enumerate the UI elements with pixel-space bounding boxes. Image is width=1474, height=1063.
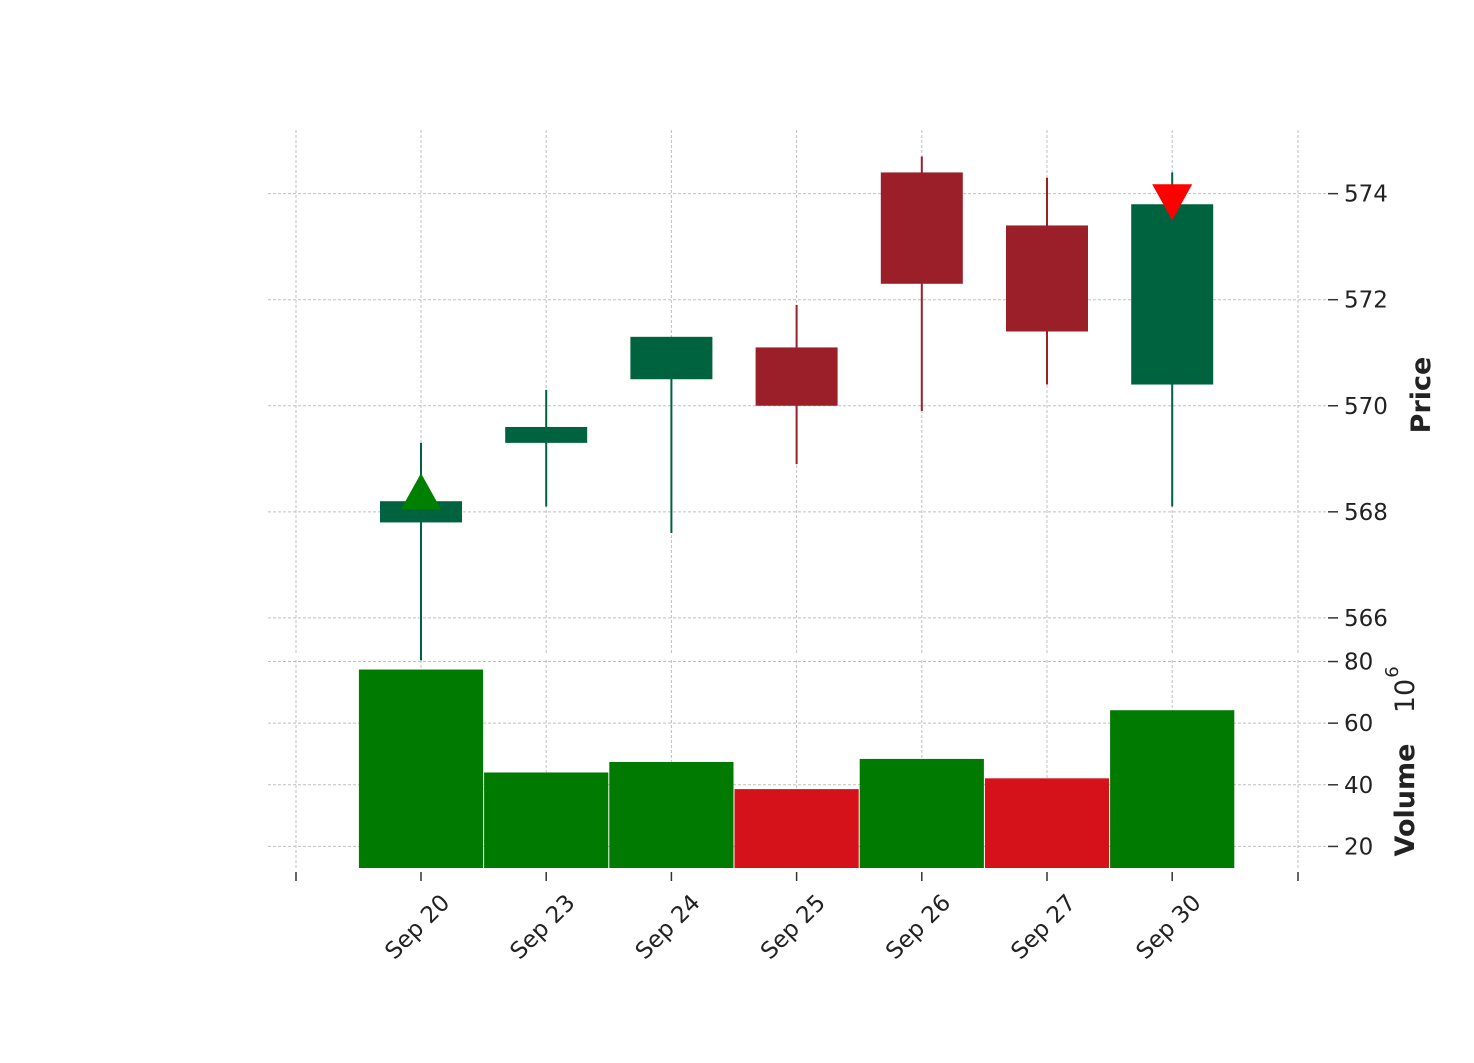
- volume-multiplier-base: 10: [1390, 679, 1421, 713]
- x-tick-label: Sep 24: [631, 890, 706, 965]
- price-tick-label: 568: [1344, 500, 1388, 526]
- price-tick-label: 566: [1344, 606, 1388, 632]
- x-tick-label: Sep 26: [881, 890, 956, 965]
- x-tick-label: Sep 23: [506, 890, 581, 965]
- x-tick-label: Sep 25: [756, 890, 831, 965]
- price-tick-label: 570: [1344, 394, 1388, 420]
- sell-marker: [1152, 184, 1193, 221]
- volume-tick-label: 20: [1344, 834, 1373, 860]
- volume-bar: [609, 761, 734, 868]
- volume-bar: [484, 772, 609, 868]
- volume-axis-title: Volume: [1390, 744, 1421, 857]
- volume-bar: [734, 789, 859, 868]
- volume-bar: [984, 778, 1110, 868]
- volume-tick-label: 60: [1344, 711, 1373, 737]
- candle-body: [630, 336, 713, 380]
- x-tick-label: Sep 20: [380, 890, 455, 965]
- volume-bar: [859, 758, 984, 868]
- volume-layer: [358, 669, 1235, 868]
- marker-layer: [401, 184, 1193, 510]
- candle-body: [1006, 225, 1088, 332]
- x-tick-label: Sep 30: [1132, 890, 1207, 965]
- price-tick-label: 574: [1344, 182, 1388, 208]
- buy-marker: [401, 473, 441, 510]
- candle-body: [880, 172, 963, 284]
- price-axis-title: Price: [1406, 357, 1437, 434]
- volume-bar: [1110, 710, 1235, 868]
- candle-body: [1131, 204, 1214, 385]
- candle-body: [755, 347, 838, 406]
- x-tick-label: Sep 27: [1006, 890, 1081, 965]
- volume-multiplier-exponent: 6: [1382, 666, 1403, 677]
- price-tick-label: 572: [1344, 288, 1388, 314]
- volume-axis-title-group: Volume 10 6: [1382, 666, 1421, 856]
- candle-layer: [380, 156, 1214, 661]
- volume-tick-label: 80: [1344, 650, 1373, 676]
- volume-tick-label: 40: [1344, 773, 1373, 799]
- volume-bar: [358, 669, 484, 868]
- candle-body: [505, 426, 588, 443]
- candle-body: [380, 501, 462, 523]
